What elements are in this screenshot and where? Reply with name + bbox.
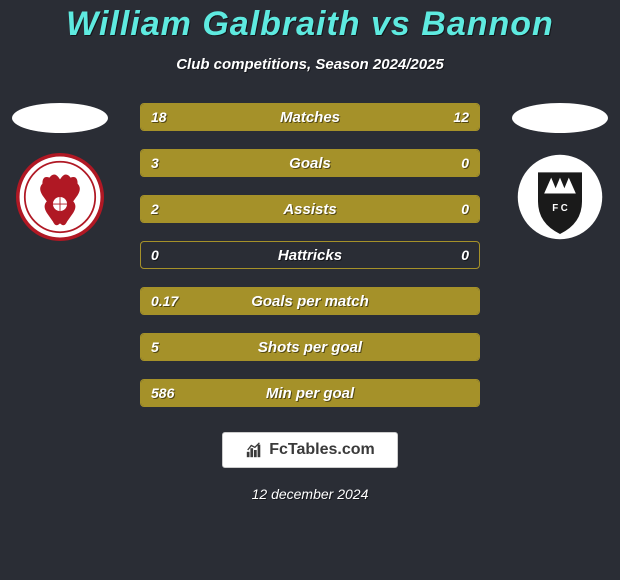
stat-right-value: 12	[453, 109, 469, 125]
subtitle: Club competitions, Season 2024/2025	[0, 56, 620, 73]
brand-badge[interactable]: FcTables.com	[222, 432, 398, 468]
stat-right-value: 0	[461, 201, 469, 217]
stat-label: Assists	[141, 201, 479, 218]
team-left-wrap	[0, 103, 120, 241]
stat-row: 0.17Goals per match	[140, 287, 480, 315]
svg-text:F C: F C	[552, 203, 568, 214]
footer: FcTables.com 12 december 2024	[0, 432, 620, 502]
brand-chart-icon	[245, 441, 263, 459]
stat-label: Min per goal	[141, 385, 479, 402]
stats-column: 18Matches123Goals02Assists00Hattricks00.…	[140, 103, 480, 407]
date-text: 12 december 2024	[252, 486, 369, 502]
stat-right-value: 0	[461, 155, 469, 171]
stat-label: Goals	[141, 155, 479, 172]
stat-right-value: 0	[461, 247, 469, 263]
stat-label: Goals per match	[141, 293, 479, 310]
stat-row: 0Hattricks0	[140, 241, 480, 269]
stat-row: 5Shots per goal	[140, 333, 480, 361]
stat-row: 3Goals0	[140, 149, 480, 177]
club-shield-black-icon: F C	[516, 153, 604, 241]
shadow-ellipse-left	[12, 103, 108, 133]
comparison-area: 18Matches123Goals02Assists00Hattricks00.…	[0, 103, 620, 407]
stat-label: Shots per goal	[141, 339, 479, 356]
stat-label: Hattricks	[141, 247, 479, 264]
page-title: William Galbraith vs Bannon	[0, 5, 620, 44]
stat-row: 18Matches12	[140, 103, 480, 131]
stat-label: Matches	[141, 109, 479, 126]
shadow-ellipse-right	[512, 103, 608, 133]
stat-row: 586Min per goal	[140, 379, 480, 407]
team-right-wrap: F C	[500, 103, 620, 241]
brand-label: FcTables.com	[269, 441, 375, 459]
stat-row: 2Assists0	[140, 195, 480, 223]
leyton-orient-crest-icon	[16, 153, 104, 241]
